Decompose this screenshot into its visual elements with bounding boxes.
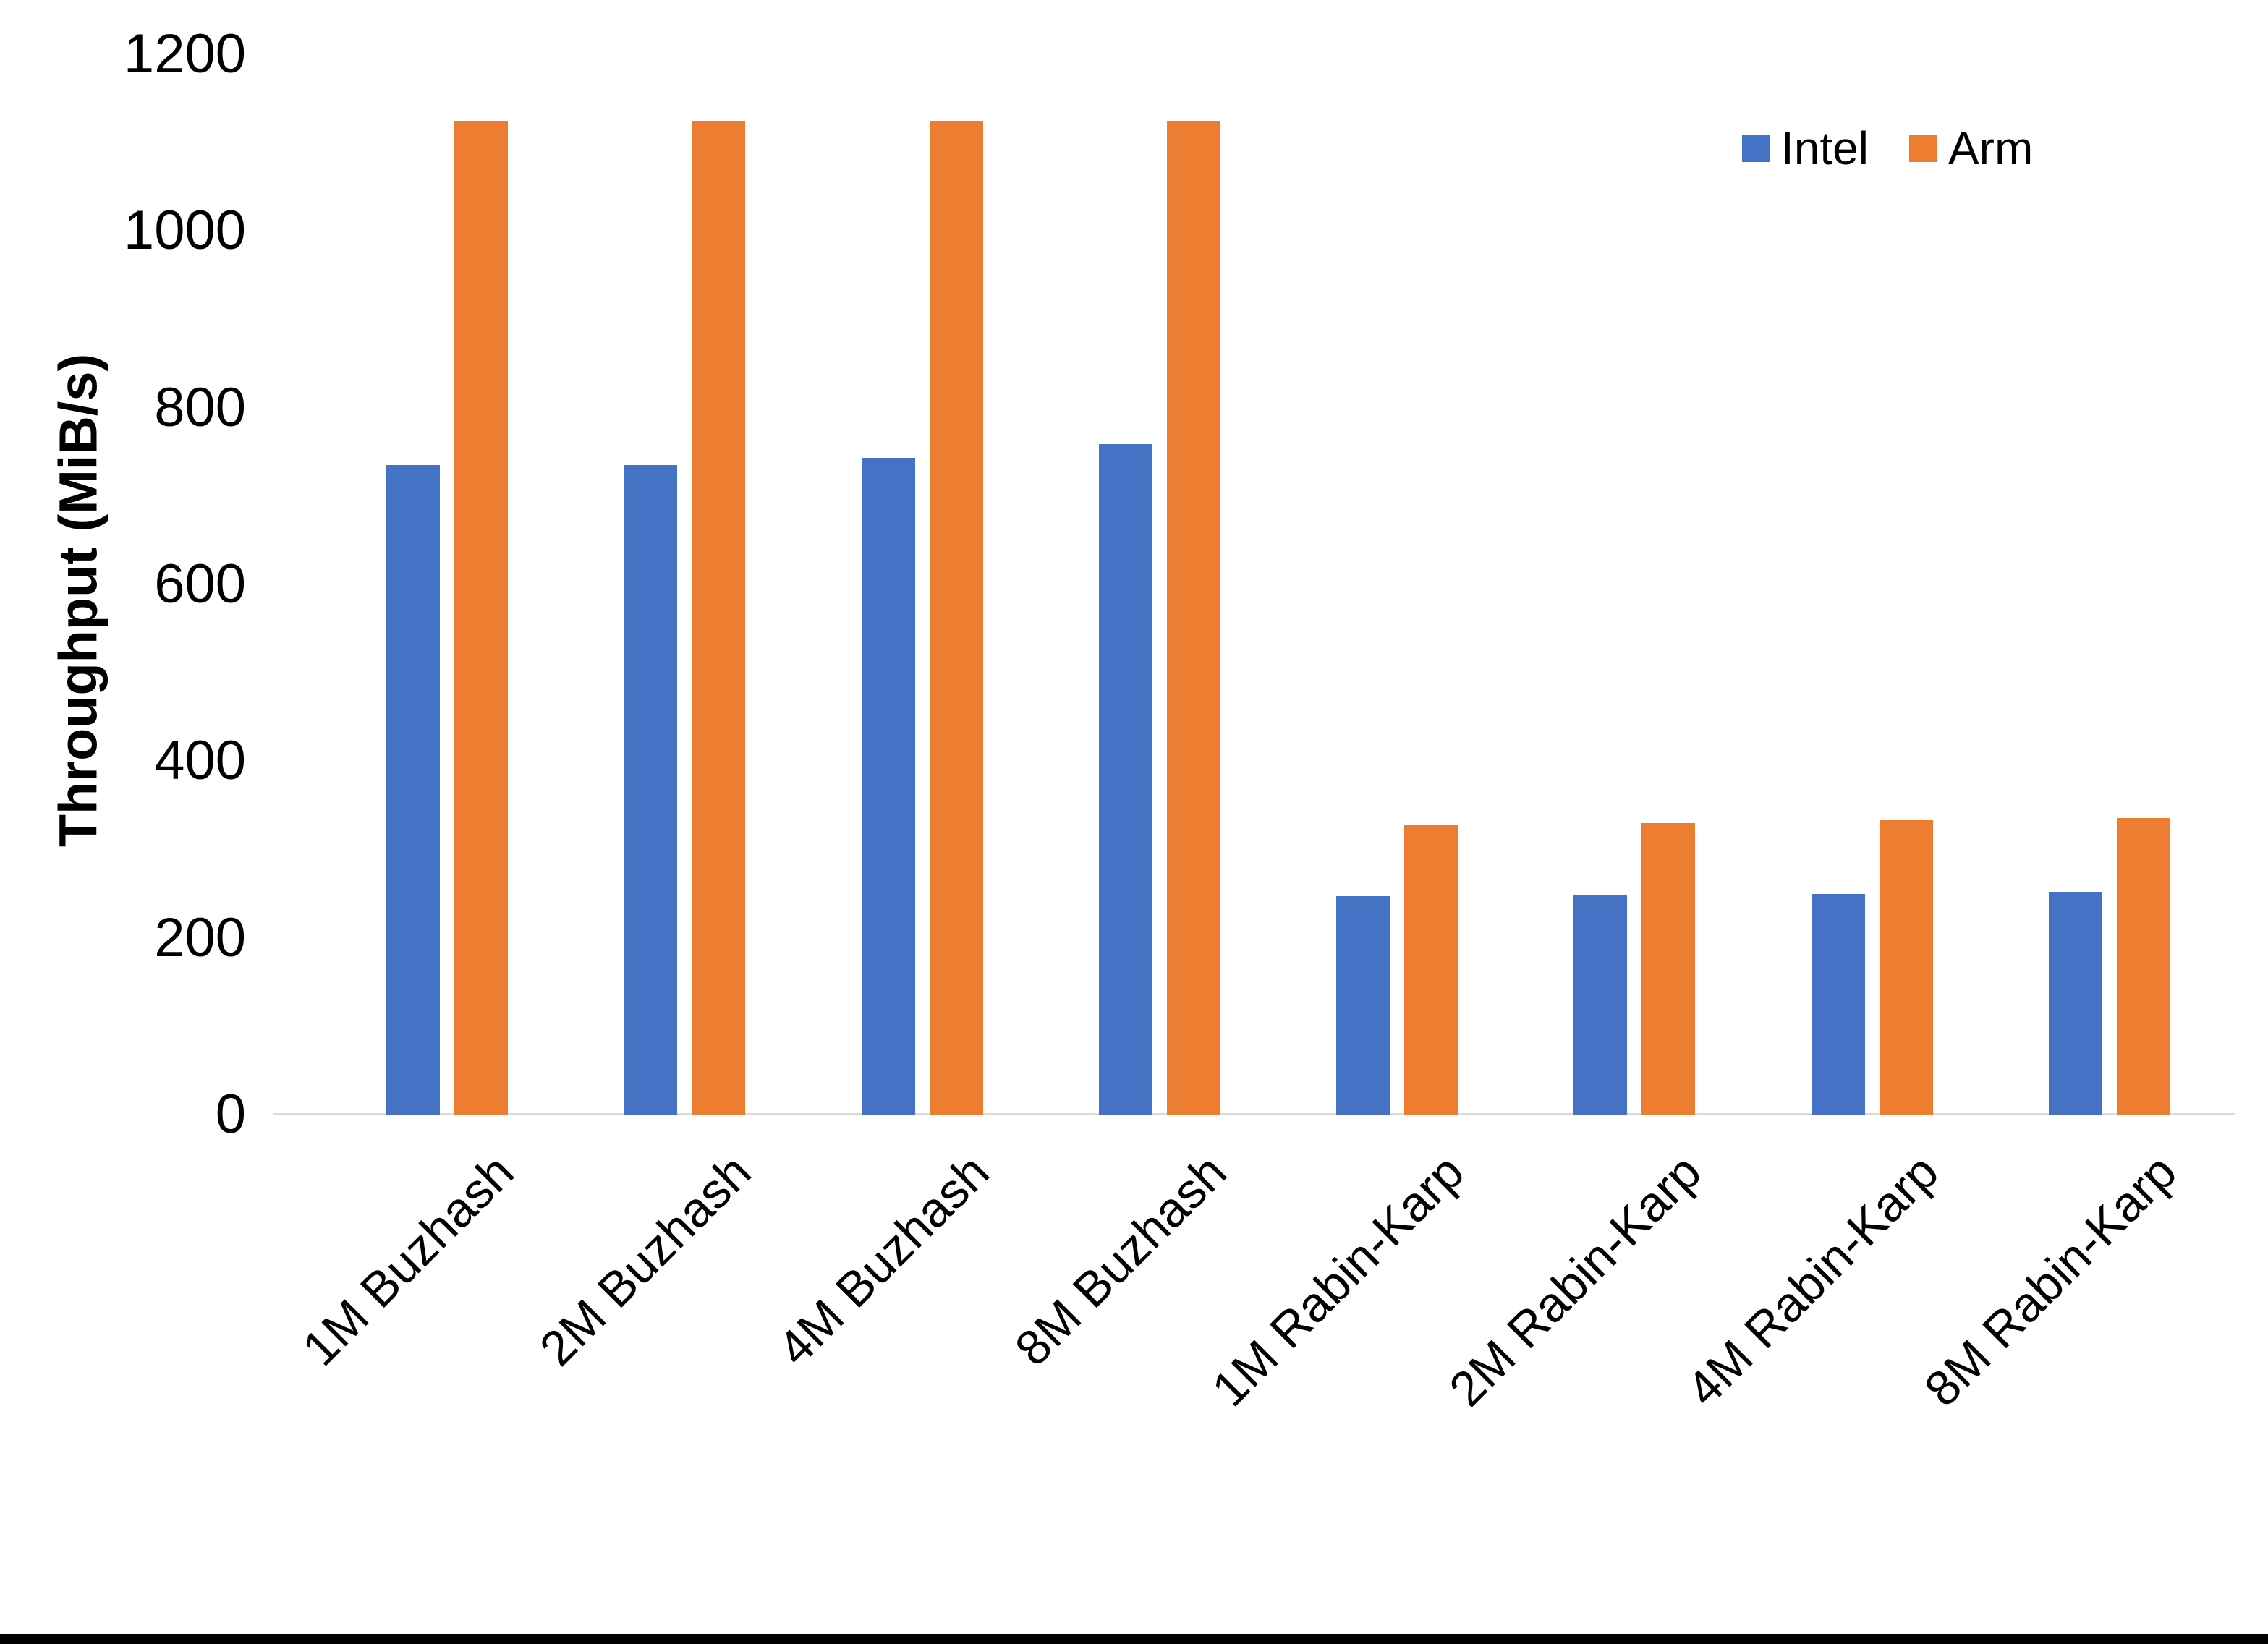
- x-tick-label: 1M Buzhash: [292, 1143, 524, 1376]
- legend-label-arm: Arm: [1948, 122, 2034, 174]
- x-tick-label: 8M Rabin-Karp: [1914, 1143, 2187, 1417]
- x-tick-label: 2M Rabin-Karp: [1438, 1143, 1712, 1417]
- bar-intel: [1336, 896, 1390, 1115]
- bar-intel: [386, 465, 440, 1115]
- bar-arm: [1879, 820, 1933, 1115]
- legend: Intel Arm: [1742, 124, 2033, 172]
- bar-arm: [1641, 822, 1696, 1115]
- x-axis-line: [273, 1113, 2235, 1115]
- bar-intel: [1811, 893, 1865, 1115]
- y-tick-label: 1200: [123, 23, 246, 85]
- bottom-border: [0, 1634, 2268, 1644]
- bar-intel: [1098, 443, 1152, 1115]
- legend-item-arm: Arm: [1908, 122, 2034, 174]
- bar-arm: [929, 120, 983, 1115]
- x-tick-label: 4M Buzhash: [767, 1143, 1000, 1376]
- y-tick-label: 1000: [123, 200, 246, 262]
- y-tick-label: 800: [154, 376, 246, 438]
- bar-arm: [1166, 120, 1220, 1115]
- x-tick-label: 8M Buzhash: [1004, 1143, 1237, 1376]
- bar-arm: [1404, 825, 1458, 1115]
- y-tick-label: 600: [154, 553, 246, 615]
- x-tick-label: 1M Rabin-Karp: [1201, 1143, 1474, 1417]
- x-tick-label: 2M Buzhash: [529, 1143, 762, 1376]
- y-tick-label: 0: [215, 1083, 246, 1145]
- bar-intel: [624, 465, 678, 1115]
- bar-arm: [2116, 817, 2170, 1115]
- y-tick-label: 200: [154, 906, 246, 968]
- x-tick-label: 4M Rabin-Karp: [1676, 1143, 1950, 1417]
- legend-swatch-arm: [1908, 135, 1937, 162]
- y-tick-label: 400: [154, 730, 246, 792]
- bar-arm: [692, 120, 746, 1115]
- bar-intel: [1573, 895, 1628, 1115]
- bar-intel: [2048, 892, 2102, 1115]
- legend-label-intel: Intel: [1781, 122, 1869, 174]
- legend-swatch-intel: [1742, 135, 1770, 162]
- legend-item-intel: Intel: [1742, 124, 1869, 172]
- bar-intel: [861, 458, 915, 1115]
- bar-arm: [454, 120, 508, 1115]
